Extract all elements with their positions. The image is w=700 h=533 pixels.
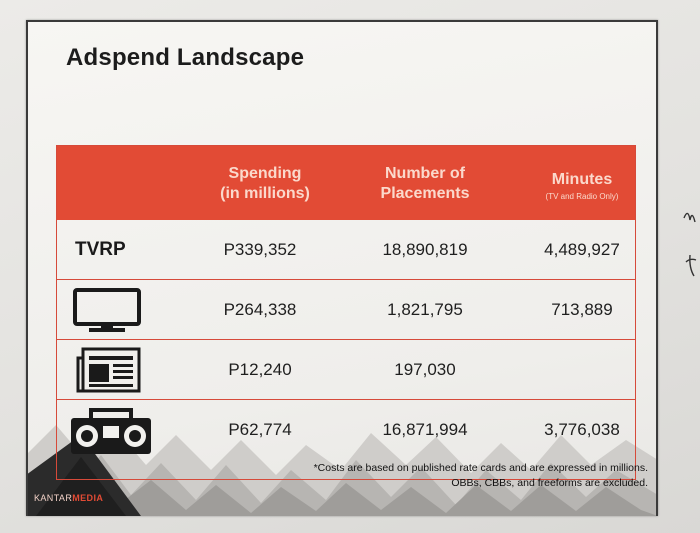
cell-minutes [497,340,658,400]
cell-spending: P339,352 [223,240,297,259]
kantar-media-logo: KANTARMEDIA [34,493,103,503]
table-row: P62,774 16,871,994 3,776,038 [57,400,635,460]
table-row: P12,240 197,030 [57,340,635,400]
cell-spending: P264,338 [223,300,297,319]
cell-placements: 197,030 [394,360,456,379]
cell-placements: 16,871,994 [382,420,468,439]
newspaper-icon [76,347,141,393]
cell-minutes: 713,889 [551,300,613,319]
cell-placements: 1,821,795 [387,300,463,319]
handwriting-scribble-decoration [683,212,697,277]
logo-part2: MEDIA [72,493,104,503]
table-header: Spending (in millions) Number of Placeme… [57,146,635,220]
header-spending-line1: Spending [228,165,302,182]
adspend-table: Spending (in millions) Number of Placeme… [56,145,636,480]
cell-minutes: 4,489,927 [544,240,620,259]
cell-spending: P62,774 [228,420,292,439]
footnote: *Costs are based on published rate cards… [314,461,648,491]
mountain-pattern-decoration [26,425,658,516]
header-minutes: Minutes (TV and Radio Only) [497,170,658,202]
cell-minutes: 3,776,038 [544,420,620,439]
header-placements-line1: Number of [385,165,465,182]
tv-monitor-icon [73,288,141,332]
header-spending: Spending (in millions) [175,164,355,204]
slide: Adspend Landscape Spending (in millions)… [26,20,658,516]
table-row: P264,338 1,821,795 713,889 [57,280,635,340]
cell-placements: 18,890,819 [382,240,468,259]
header-placements-line2: Placements [380,185,470,202]
header-placements: Number of Placements [325,164,525,204]
header-minutes-sub: (TV and Radio Only) [545,192,619,201]
slide-title: Adspend Landscape [66,44,305,71]
footnote-line2: OBBs, CBBs, and freeforms are excluded. [451,477,648,489]
cell-spending: P12,240 [228,360,292,379]
radio-boombox-icon [71,408,151,454]
footnote-line1: *Costs are based on published rate cards… [313,462,648,474]
header-spending-line2: (in millions) [220,185,310,202]
header-minutes-line1: Minutes [551,171,613,188]
table-row: TVRP P339,352 18,890,819 4,489,927 [57,220,635,280]
logo-part1: KANTAR [34,493,73,503]
row-label-tvrp: TVRP [75,239,126,260]
